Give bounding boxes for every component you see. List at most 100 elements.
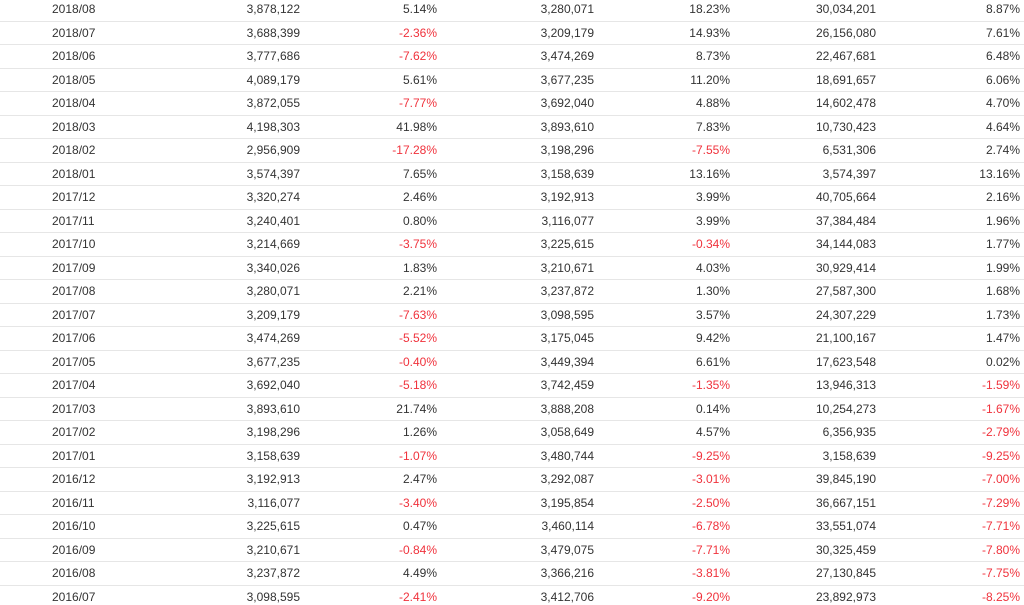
value-cell: 3,366,216 [441, 561, 598, 586]
value-cell: 27,130,845 [734, 561, 880, 586]
value-cell: -7.00% [880, 467, 1024, 492]
value-cell: 3,280,071 [160, 279, 304, 304]
value-cell: 3,240,401 [160, 209, 304, 233]
table-row: 2018/02 2,956,909 -17.28% 3,198,296 -7.55% 6,… [0, 138, 1024, 163]
month-cell: 2017/10 [0, 232, 160, 257]
value-cell: 26,156,080 [734, 21, 880, 45]
value-cell: 1.26% [304, 420, 441, 445]
month-cell: 2017/04 [0, 373, 160, 398]
value-cell: 39,845,190 [734, 467, 880, 492]
value-cell: 18.23% [598, 0, 734, 22]
value-cell: 3,692,040 [160, 373, 304, 398]
value-cell: 3,449,394 [441, 350, 598, 374]
value-cell: 3,098,595 [441, 303, 598, 327]
value-cell: 0.47% [304, 514, 441, 539]
value-cell: -2.41% [304, 585, 441, 605]
value-cell: 6.61% [598, 350, 734, 374]
value-cell: 3,237,872 [441, 279, 598, 304]
value-cell: 3,098,595 [160, 585, 304, 605]
value-cell: 3,210,671 [160, 538, 304, 562]
month-cell: 2018/05 [0, 68, 160, 92]
table-row: 2016/11 3,116,077 -3.40% 3,195,854 -2.50% 36,… [0, 491, 1024, 515]
table-row: 2017/11 3,240,401 0.80% 3,116,077 3.99% 37,38… [0, 209, 1024, 233]
value-cell: -8.25% [880, 585, 1024, 605]
month-cell: 2018/04 [0, 91, 160, 116]
value-cell: 14,602,478 [734, 91, 880, 116]
value-cell: -3.01% [598, 467, 734, 492]
table-row: 2017/05 3,677,235 -0.40% 3,449,394 6.61% 17,6… [0, 350, 1024, 374]
month-cell: 2017/08 [0, 279, 160, 304]
month-cell: 2018/01 [0, 162, 160, 186]
value-cell: 3,225,615 [441, 232, 598, 257]
value-cell: 2.21% [304, 279, 441, 304]
value-cell: 5.14% [304, 0, 441, 22]
value-cell: 3,742,459 [441, 373, 598, 398]
value-cell: 3,878,122 [160, 0, 304, 22]
table-row: 2016/07 3,098,595 -2.41% 3,412,706 -9.20% 23,… [0, 585, 1024, 605]
value-cell: 3,058,649 [441, 420, 598, 445]
value-cell: 18,691,657 [734, 68, 880, 92]
value-cell: -1.59% [880, 373, 1024, 398]
value-cell: 1.77% [880, 232, 1024, 257]
value-cell: 3,574,397 [734, 162, 880, 186]
value-cell: 10,254,273 [734, 397, 880, 421]
value-cell: 3,677,235 [441, 68, 598, 92]
value-cell: -3.40% [304, 491, 441, 515]
value-cell: 3,574,397 [160, 162, 304, 186]
table-row: 2017/08 3,280,071 2.21% 3,237,872 1.30% 27,58… [0, 279, 1024, 304]
value-cell: 2.47% [304, 467, 441, 492]
value-cell: 3,688,399 [160, 21, 304, 45]
value-cell: -7.62% [304, 44, 441, 69]
value-cell: 3,474,269 [160, 326, 304, 351]
value-cell: 3,158,639 [441, 162, 598, 186]
value-cell: -7.63% [304, 303, 441, 327]
value-cell: 11.20% [598, 68, 734, 92]
value-cell: 1.73% [880, 303, 1024, 327]
value-cell: 3,479,075 [441, 538, 598, 562]
value-cell: -7.29% [880, 491, 1024, 515]
value-cell: 3,195,854 [441, 491, 598, 515]
table-row: 2016/09 3,210,671 -0.84% 3,479,075 -7.71% 30,… [0, 538, 1024, 562]
month-cell: 2017/07 [0, 303, 160, 327]
value-cell: 30,325,459 [734, 538, 880, 562]
value-cell: 1.96% [880, 209, 1024, 233]
value-cell: 3,412,706 [441, 585, 598, 605]
month-cell: 2016/07 [0, 585, 160, 605]
value-cell: 34,144,083 [734, 232, 880, 257]
month-cell: 2017/01 [0, 444, 160, 468]
value-cell: 3,320,274 [160, 185, 304, 210]
table-row: 2017/06 3,474,269 -5.52% 3,175,045 9.42% 21,1… [0, 326, 1024, 351]
table-row: 2018/01 3,574,397 7.65% 3,158,639 13.16% 3,57… [0, 162, 1024, 186]
value-cell: 3,175,045 [441, 326, 598, 351]
value-cell: 30,929,414 [734, 256, 880, 280]
table-row: 2017/03 3,893,610 21.74% 3,888,208 0.14% 10,2… [0, 397, 1024, 421]
value-cell: 3,116,077 [160, 491, 304, 515]
value-cell: 13,946,313 [734, 373, 880, 398]
value-cell: -7.71% [880, 514, 1024, 539]
value-cell: 7.61% [880, 21, 1024, 45]
value-cell: 3,192,913 [441, 185, 598, 210]
table-row: 2018/05 4,089,179 5.61% 3,677,235 11.20% 18,6… [0, 68, 1024, 92]
month-cell: 2017/02 [0, 420, 160, 445]
month-cell: 2018/02 [0, 138, 160, 163]
value-cell: 1.99% [880, 256, 1024, 280]
value-cell: -2.50% [598, 491, 734, 515]
value-cell: 6.06% [880, 68, 1024, 92]
value-cell: 4.64% [880, 115, 1024, 139]
value-cell: -7.55% [598, 138, 734, 163]
value-cell: 0.80% [304, 209, 441, 233]
value-cell: 3,460,114 [441, 514, 598, 539]
value-cell: 3,237,872 [160, 561, 304, 586]
value-cell: 9.42% [598, 326, 734, 351]
value-cell: 23,892,973 [734, 585, 880, 605]
value-cell: 1.68% [880, 279, 1024, 304]
value-cell: 3.57% [598, 303, 734, 327]
value-cell: -1.35% [598, 373, 734, 398]
month-cell: 2017/06 [0, 326, 160, 351]
value-cell: 36,667,151 [734, 491, 880, 515]
value-cell: -9.25% [598, 444, 734, 468]
table-row: 2016/12 3,192,913 2.47% 3,292,087 -3.01% 39,8… [0, 467, 1024, 492]
value-cell: 3,292,087 [441, 467, 598, 492]
